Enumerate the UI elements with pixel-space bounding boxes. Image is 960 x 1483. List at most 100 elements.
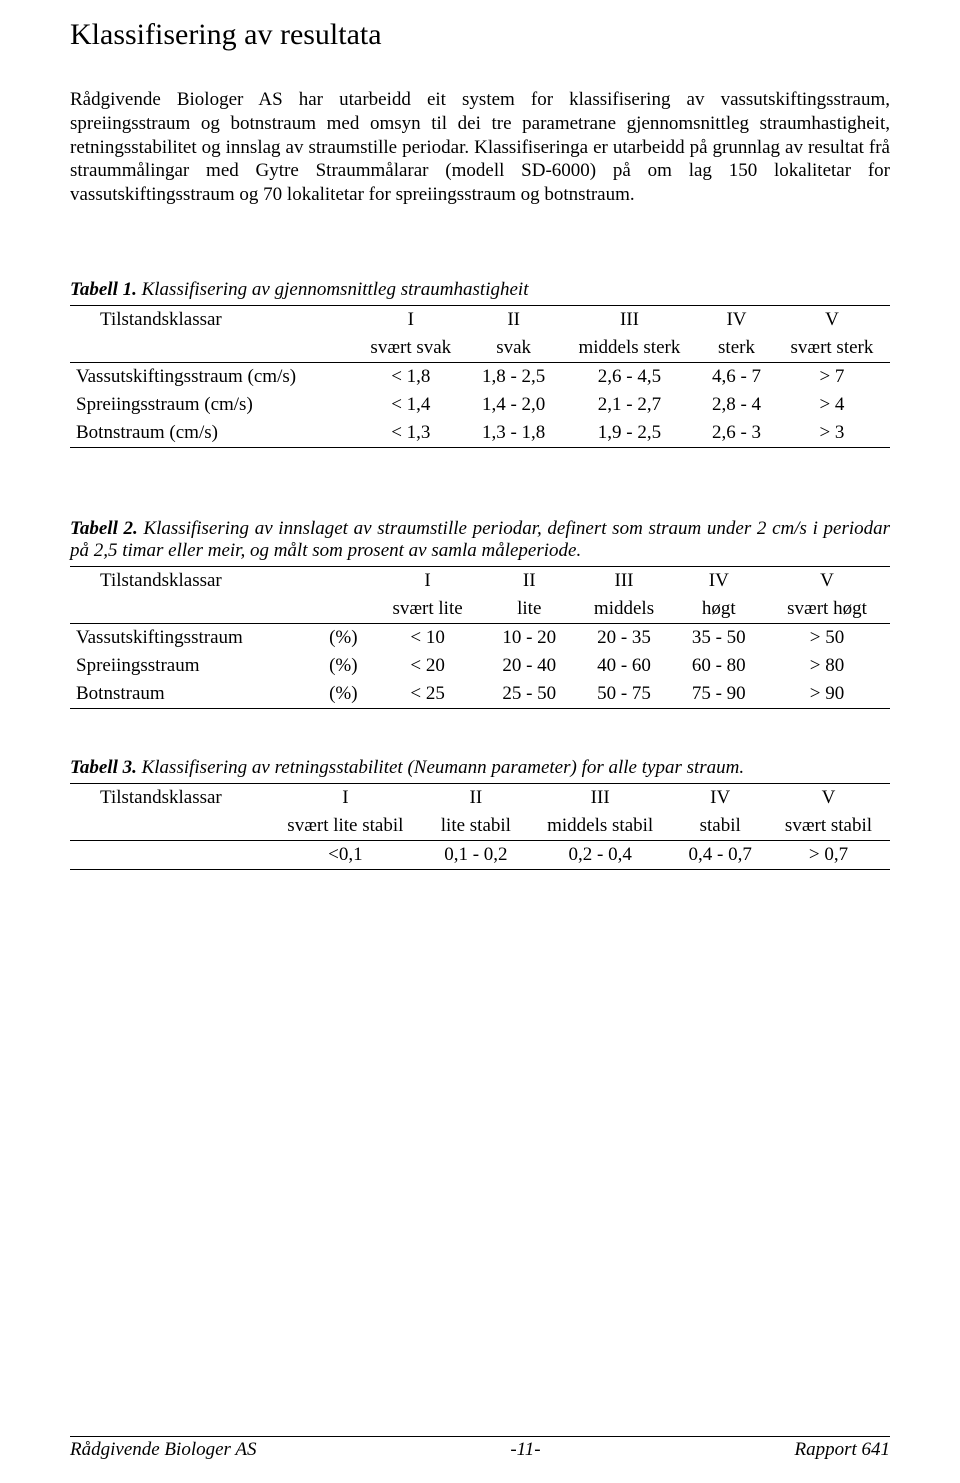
table3-head-c4: IV: [673, 783, 767, 812]
table1: Tilstandsklassar I II III IV V svært sva…: [70, 305, 890, 448]
table3-r1-c1: <0,1: [266, 840, 425, 869]
table2-sub-row: svært lite lite middels høgt svært høgt: [70, 595, 890, 624]
footer-right: Rapport 641: [794, 1439, 890, 1461]
table2-head-c2: II: [484, 566, 574, 595]
table1-r1-c5: > 7: [774, 362, 890, 391]
table1-sub-c4: sterk: [699, 334, 774, 363]
table1-sub-c5: svært sterk: [774, 334, 890, 363]
table2-r3-c0a: Botnstraum: [70, 680, 316, 709]
footer-center: -11-: [510, 1439, 540, 1461]
table1-sub-row: svært svak svak middels sterk sterk svær…: [70, 334, 890, 363]
table3-caption: Tabell 3. Klassifisering av retningsstab…: [70, 757, 890, 779]
table2-r1-c5: > 50: [764, 623, 890, 652]
table2-head-c3: III: [574, 566, 673, 595]
table2-r3-c3: 50 - 75: [574, 680, 673, 709]
table3-sub-c5: svært stabil: [767, 812, 890, 841]
table2-r1-c0b: (%): [316, 623, 372, 652]
table1-head-c1: I: [354, 305, 468, 334]
table1-sub-c2: svak: [468, 334, 560, 363]
table1-row2: Spreiingsstraum (cm/s) < 1,4 1,4 - 2,0 2…: [70, 391, 890, 419]
table1-r1-c0: Vassutskiftingsstraum (cm/s): [70, 362, 354, 391]
table3-r1-c5: > 0,7: [767, 840, 890, 869]
table1-caption-text: Klassifisering av gjennomsnittleg straum…: [142, 279, 529, 300]
table1-sub-c1: svært svak: [354, 334, 468, 363]
table2-sub-c3: middels: [574, 595, 673, 624]
table1-label: Tabell 1.: [70, 279, 137, 300]
table1-head-c5: V: [774, 305, 890, 334]
table3-r1-c3: 0,2 - 0,4: [527, 840, 674, 869]
table2-r1-c4: 35 - 50: [674, 623, 764, 652]
table3-head-row: Tilstandsklassar I II III IV V: [70, 783, 890, 812]
table1-r2-c0: Spreiingsstraum (cm/s): [70, 391, 354, 419]
table3-sub-c2: lite stabil: [425, 812, 527, 841]
table2-label: Tabell 2.: [70, 518, 138, 539]
table2-row3: Botnstraum (%) < 25 25 - 50 50 - 75 75 -…: [70, 680, 890, 709]
table2-r3-c5: > 90: [764, 680, 890, 709]
table3-sub-c1: svært lite stabil: [266, 812, 425, 841]
table2-sub-c2: lite: [484, 595, 574, 624]
table3-label: Tabell 3.: [70, 757, 137, 778]
table1-caption: Tabell 1. Klassifisering av gjennomsnitt…: [70, 279, 890, 301]
table2-r2-c4: 60 - 80: [674, 652, 764, 680]
table3-r1-c4: 0,4 - 0,7: [673, 840, 767, 869]
footer-left: Rådgivende Biologer AS: [70, 1439, 256, 1461]
table2-head-c0: Tilstandsklassar: [70, 566, 371, 595]
table2-row1: Vassutskiftingsstraum (%) < 10 10 - 20 2…: [70, 623, 890, 652]
table2-r2-c3: 40 - 60: [574, 652, 673, 680]
table2-r3-c0b: (%): [316, 680, 372, 709]
table2-caption: Tabell 2. Klassifisering av innslaget av…: [70, 518, 890, 562]
page: Klassifisering av resultata Rådgivende B…: [0, 0, 960, 1483]
table1-r3-c0: Botnstraum (cm/s): [70, 419, 354, 448]
table2-r1-c2: 10 - 20: [484, 623, 574, 652]
page-title: Klassifisering av resultata: [70, 18, 890, 52]
table2-head-row: Tilstandsklassar I II III IV V: [70, 566, 890, 595]
table3-r1-c2: 0,1 - 0,2: [425, 840, 527, 869]
table1-r2-c2: 1,4 - 2,0: [468, 391, 560, 419]
table1-head-c2: II: [468, 305, 560, 334]
table2-row2: Spreiingsstraum (%) < 20 20 - 40 40 - 60…: [70, 652, 890, 680]
table1-head-c4: IV: [699, 305, 774, 334]
table2-r2-c2: 20 - 40: [484, 652, 574, 680]
table2-sub-c1: svært lite: [371, 595, 484, 624]
table1-r1-c3: 2,6 - 4,5: [560, 362, 699, 391]
table2-r1-c0a: Vassutskiftingsstraum: [70, 623, 316, 652]
table2-sub-c5: svært høgt: [764, 595, 890, 624]
table2-r1-c1: < 10: [371, 623, 484, 652]
table1-r1-c2: 1,8 - 2,5: [468, 362, 560, 391]
table3-row1: <0,1 0,1 - 0,2 0,2 - 0,4 0,4 - 0,7 > 0,7: [70, 840, 890, 869]
table3-head-c1: I: [266, 783, 425, 812]
table1-r3-c3: 1,9 - 2,5: [560, 419, 699, 448]
table3-caption-text: Klassifisering av retningsstabilitet (Ne…: [142, 757, 745, 778]
table3: Tilstandsklassar I II III IV V svært lit…: [70, 783, 890, 870]
table2-head-c1: I: [371, 566, 484, 595]
table3-sub-c4: stabil: [673, 812, 767, 841]
table1-row1: Vassutskiftingsstraum (cm/s) < 1,8 1,8 -…: [70, 362, 890, 391]
table1-row3: Botnstraum (cm/s) < 1,3 1,3 - 1,8 1,9 - …: [70, 419, 890, 448]
table3-sub-row: svært lite stabil lite stabil middels st…: [70, 812, 890, 841]
table1-r3-c1: < 1,3: [354, 419, 468, 448]
table3-head-c3: III: [527, 783, 674, 812]
table1-r2-c4: 2,8 - 4: [699, 391, 774, 419]
table1-r3-c2: 1,3 - 1,8: [468, 419, 560, 448]
table1-sub-c3: middels sterk: [560, 334, 699, 363]
table1-r2-c1: < 1,4: [354, 391, 468, 419]
table1-r1-c4: 4,6 - 7: [699, 362, 774, 391]
table2-r3-c2: 25 - 50: [484, 680, 574, 709]
table2: Tilstandsklassar I II III IV V svært lit…: [70, 566, 890, 709]
table2-head-c5: V: [764, 566, 890, 595]
table2-r3-c1: < 25: [371, 680, 484, 709]
table2-r3-c4: 75 - 90: [674, 680, 764, 709]
table3-sub-c3: middels stabil: [527, 812, 674, 841]
table1-r3-c5: > 3: [774, 419, 890, 448]
table2-r2-c0a: Spreiingsstraum: [70, 652, 316, 680]
table3-head-c5: V: [767, 783, 890, 812]
table3-head-c2: II: [425, 783, 527, 812]
table2-r2-c1: < 20: [371, 652, 484, 680]
table1-r2-c3: 2,1 - 2,7: [560, 391, 699, 419]
table1-r3-c4: 2,6 - 3: [699, 419, 774, 448]
table1-r1-c1: < 1,8: [354, 362, 468, 391]
table1-r2-c5: > 4: [774, 391, 890, 419]
table1-head-c3: III: [560, 305, 699, 334]
table1-head-row: Tilstandsklassar I II III IV V: [70, 305, 890, 334]
page-footer: Rådgivende Biologer AS -11- Rapport 641: [70, 1436, 890, 1461]
